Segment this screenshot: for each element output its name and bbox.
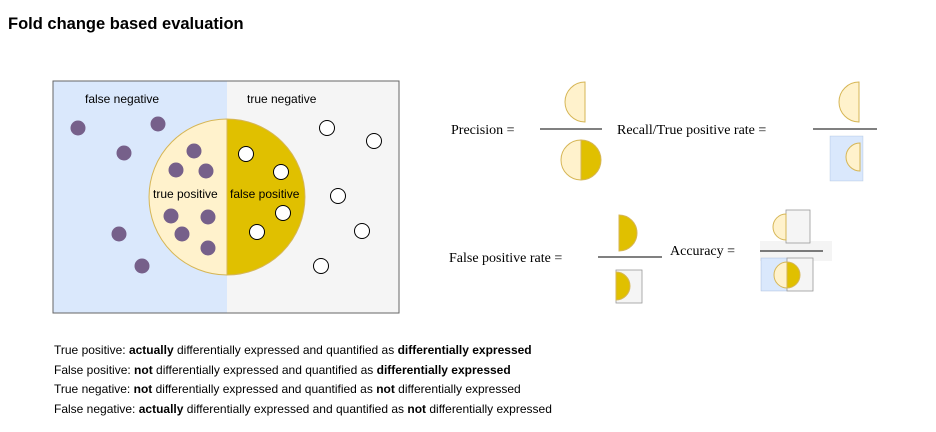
precision-formula: Precision =: [451, 81, 602, 181]
precision-label: Precision =: [451, 123, 515, 138]
negative-dot: [313, 258, 329, 274]
tp-half-glyph: [772, 213, 787, 241]
tp-half-glyph: [560, 139, 582, 181]
fp-half-glyph: [618, 214, 638, 252]
positive-dot: [111, 226, 127, 242]
fp-half-glyph: [786, 261, 801, 289]
tp-half-glyph: [773, 261, 788, 289]
positive-dot: [134, 258, 150, 274]
true-negative-label: true negative: [247, 92, 317, 106]
negative-dot: [366, 133, 382, 149]
negative-dot: [273, 164, 289, 180]
positive-dot: [198, 163, 214, 179]
positive-dot: [174, 226, 190, 242]
classification-panel: false negative true negative true positi…: [52, 80, 400, 314]
definition-term: False negative:: [54, 401, 136, 416]
definition-item: False negative: actually differentially …: [54, 400, 552, 420]
definitions-list: True positive: actually differentially e…: [54, 341, 552, 419]
definition-term: True positive:: [54, 343, 126, 357]
fp-half-glyph: [615, 271, 631, 301]
positive-dot: [186, 143, 202, 159]
fpr-formula: False positive rate =: [449, 214, 662, 304]
definition-text: differentially expressed and quantified …: [183, 401, 408, 416]
fp-half-glyph: [580, 139, 602, 181]
definition-text: differentially expressed and quantified …: [152, 382, 377, 396]
positive-dots: [70, 116, 216, 274]
tp-half-glyph: [845, 142, 861, 172]
negative-dot: [319, 120, 335, 136]
positive-dot: [163, 208, 179, 224]
definition-emphasis: differentially expressed: [376, 362, 511, 377]
negative-dot: [249, 224, 265, 240]
positive-dot: [116, 145, 132, 161]
definition-emphasis: not: [134, 362, 153, 377]
definition-item: False positive: not differentially expre…: [54, 361, 552, 381]
definition-item: True negative: not differentially expres…: [54, 380, 552, 400]
tp-half-glyph: [564, 81, 586, 123]
positive-dot: [168, 162, 184, 178]
definition-text: differentially expressed: [394, 382, 521, 396]
negative-dot: [238, 146, 254, 162]
negative-dot: [330, 188, 346, 204]
false-negative-label: false negative: [85, 92, 159, 106]
accuracy-formula: Accuracy =: [670, 209, 832, 292]
recall-formula: Recall/True positive rate =: [617, 81, 877, 182]
recall-label: Recall/True positive rate =: [617, 123, 766, 138]
panel-frame: [52, 80, 400, 314]
positive-dot: [150, 116, 166, 132]
definition-term: False positive:: [54, 362, 131, 377]
definition-text: differentially expressed and quantified …: [173, 343, 398, 357]
definition-emphasis: not: [376, 382, 395, 396]
positive-dot: [200, 209, 216, 225]
definition-text: differentially expressed: [426, 401, 552, 416]
page-title: Fold change based evaluation: [8, 15, 244, 33]
false-positive-label: false positive: [230, 187, 300, 201]
definition-emphasis: actually: [128, 343, 174, 357]
negative-dots: [238, 120, 382, 274]
negative-dot: [354, 223, 370, 239]
definition-text: differentially expressed and quantified …: [152, 362, 377, 377]
definition-emphasis: actually: [138, 401, 184, 416]
positive-dot: [200, 240, 216, 256]
definition-item: True positive: actually differentially e…: [54, 341, 552, 361]
tn-square-glyph: [785, 209, 811, 244]
true-positive-half-circle: [148, 118, 228, 276]
accuracy-label: Accuracy =: [670, 244, 735, 259]
negative-dot: [275, 205, 291, 221]
definition-emphasis: not: [133, 382, 153, 396]
definition-term: True negative:: [54, 382, 131, 396]
definition-emphasis: differentially expressed: [397, 343, 532, 357]
fpr-label: False positive rate =: [449, 251, 562, 266]
definition-emphasis: not: [407, 401, 427, 416]
true-positive-label: true positive: [153, 187, 218, 201]
positive-dot: [70, 120, 86, 136]
tp-half-glyph: [838, 81, 860, 123]
